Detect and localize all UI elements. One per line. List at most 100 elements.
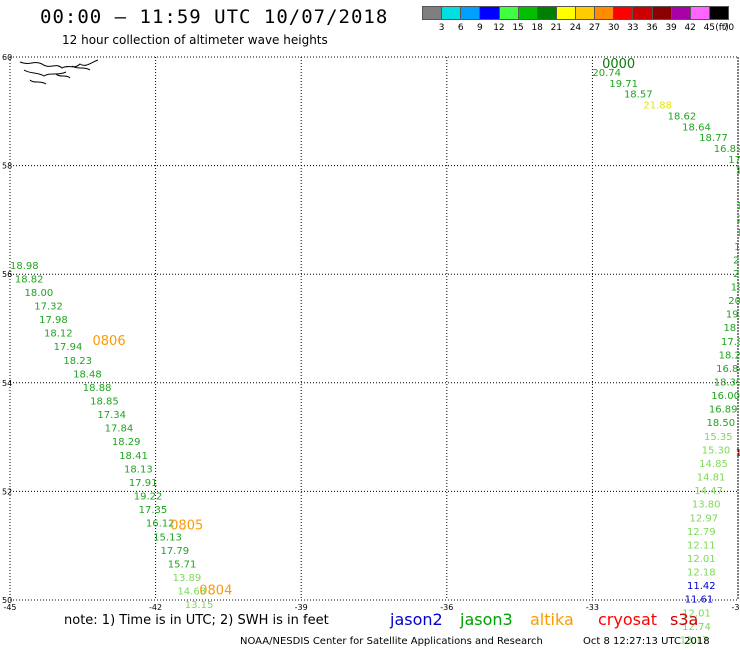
wave-height-value: 18 <box>734 242 740 253</box>
legend-label: 33 <box>627 23 639 33</box>
wave-height-value: 16.00 <box>711 391 740 402</box>
wave-height-value: 14.81 <box>697 473 726 484</box>
wave-height-value: 12.01 <box>687 554 716 565</box>
legend-unit: (ft) <box>715 23 729 33</box>
wave-height-value: 20. <box>733 255 740 266</box>
pass-time-label: 0806 <box>93 334 126 349</box>
legend-label: 42 <box>684 23 696 33</box>
wave-height-value: 19.5 <box>731 282 740 293</box>
legend-label: 30 <box>607 23 620 33</box>
wave-height-value: 19.22 <box>134 492 163 503</box>
wave-height-value: 18.12 <box>44 329 73 340</box>
wave-height-value: 20.7 <box>728 296 740 307</box>
wave-height-value: 17.94 <box>54 342 83 353</box>
pass-time-label: 0804 <box>199 584 232 599</box>
latitude-label: 58 <box>2 162 12 171</box>
wave-height-value: 12.74 <box>682 622 711 633</box>
wave-height-value: 1 <box>736 448 740 459</box>
wave-height-value: 17.35 <box>139 505 168 516</box>
longitude-label: -45 <box>3 603 16 612</box>
mission-s3a: s3a <box>670 610 699 629</box>
longitude-label: -33 <box>586 603 599 612</box>
pass-time-label: 0805 <box>170 518 203 533</box>
mission-jason3: jason3 <box>460 610 513 629</box>
wave-height-value: 18.00 <box>25 288 54 299</box>
generation-timestamp: Oct 8 12:27:13 UTC 2018 <box>583 636 710 647</box>
wave-height-value: 21.88 <box>643 101 672 112</box>
wave-height-value: 16.84 <box>716 364 740 375</box>
latitude-label: 50 <box>2 596 12 605</box>
wave-height-value: 18.06 <box>723 323 740 334</box>
wave-height-value: 18.48 <box>73 369 102 380</box>
pass-time-label: 0000 <box>602 57 635 72</box>
wave-height-value: 19.6 <box>726 310 740 321</box>
latitude-label: 54 <box>2 379 12 388</box>
wave-height-value: 18 <box>737 201 740 212</box>
map-subtitle: 12 hour collection of altimeter wave hei… <box>62 33 328 47</box>
legend-label: 21 <box>550 23 563 33</box>
legend-label: 9 <box>476 23 483 33</box>
wave-height-value: 12.79 <box>687 527 716 538</box>
footer-note: note: 1) Time is in UTC; 2) SWH is in fe… <box>64 613 329 628</box>
legend-label: 24 <box>569 23 582 33</box>
wave-height-value: 18.23 <box>63 356 92 367</box>
map-title: 00:00 – 11:59 UTC 10/07/2018 <box>40 6 389 28</box>
wave-height-value: 18.29 <box>112 437 141 448</box>
wave-height-value: 20 <box>737 215 740 226</box>
latitude-label: 60 <box>2 53 12 62</box>
wave-height-value: 15.71 <box>168 559 197 570</box>
axis-labels: 60 58 56 54 52 50-45 -42 -39 -36 -33 -30 <box>2 53 740 612</box>
wave-height-value: 16.82 <box>714 144 740 155</box>
longitude-label: -39 <box>295 603 308 612</box>
legend-label: 15 <box>512 23 524 33</box>
wave-height-value: 18.50 <box>706 418 735 429</box>
longitude-label: -30 <box>731 603 740 612</box>
legend-label: 3 <box>438 23 445 33</box>
wave-height-value: 12.18 <box>687 568 716 579</box>
wave-height-value: 11.61 <box>685 595 714 606</box>
wave-height-value: 13.80 <box>692 500 721 511</box>
legend-label: 12 <box>493 23 505 33</box>
wave-height-value: 13.15 <box>185 600 214 611</box>
wave-height-value: 13.17 <box>680 635 709 646</box>
wave-height-value: 17.91 <box>129 478 158 489</box>
legend-label: 18 <box>531 23 543 33</box>
pass-time-labels: 0000 0806 0805 0804 <box>93 57 636 599</box>
wave-height-value: 18.82 <box>15 274 44 285</box>
wave-height-value: 18.13 <box>124 464 153 475</box>
wave-height-value: 14.85 <box>699 459 728 470</box>
wave-height-value: 12.97 <box>689 513 718 524</box>
wave-height-value: 17.87 <box>721 337 740 348</box>
longitude-label: -36 <box>440 603 453 612</box>
wave-height-value: 17.79 <box>160 546 189 557</box>
wave-height-value: 17.80 <box>728 155 740 166</box>
latitude-label: 56 <box>2 270 12 279</box>
wave-height-value: 16.12 <box>146 519 175 530</box>
wave-height-value: 18.64 <box>682 122 711 133</box>
wave-height-points: 18.98 18.82 18.00 17.32 17.98 18.12 17.94 18.23… <box>10 68 740 650</box>
mission-altika: altika <box>530 610 574 629</box>
legend-label: 36 <box>646 23 658 33</box>
legend-label: 45 <box>703 23 716 33</box>
credit-line: NOAA/NESDIS Center for Satellite Applica… <box>240 636 543 647</box>
wave-height-value: 18.98 <box>10 261 39 272</box>
legend-label: 70 <box>722 23 735 33</box>
wave-height-value: 15.35 <box>704 432 733 443</box>
wave-height-value: 11.42 <box>687 581 716 592</box>
wave-height-value: 14.47 <box>694 486 723 497</box>
wave-height-value: 18 <box>736 166 740 177</box>
wave-height-value: 18.39 <box>714 378 740 389</box>
wave-height-value: 15.30 <box>702 445 731 456</box>
wave-height-value: 12.11 <box>687 540 716 551</box>
wave-height-value: 18.77 <box>699 133 728 144</box>
wave-height-value: 18.57 <box>624 90 653 101</box>
legend-swatch <box>708 6 729 20</box>
lat-lon-grid <box>9 56 739 601</box>
map-frame <box>9 56 739 601</box>
wave-height-value: 17.32 <box>34 301 63 312</box>
wave-height-value: 18.62 <box>668 111 697 122</box>
mission-jason2: jason2 <box>390 610 443 629</box>
color-legend: 3 6 9 12 15 18 21 24 27 30 33 36 39 42 45 70 (ft) <box>422 6 734 36</box>
wave-height-value: 18.85 <box>90 397 119 408</box>
